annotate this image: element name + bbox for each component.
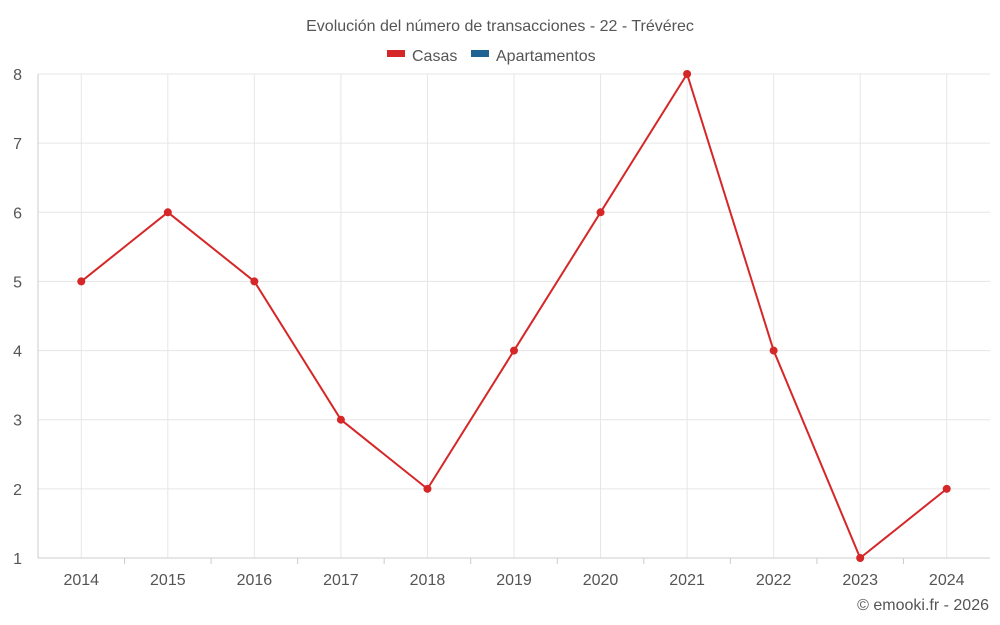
y-tick-label: 7 [13, 136, 22, 153]
legend-label-casas[interactable]: Casas [412, 48, 457, 65]
data-point-casas[interactable] [769, 346, 778, 355]
x-tick-label: 2016 [237, 572, 273, 589]
legend-swatch-casas [387, 50, 405, 57]
x-tick-label: 2021 [669, 572, 705, 589]
legend: Casas Apartamentos [387, 48, 596, 65]
y-tick-label: 6 [13, 205, 22, 222]
x-tick-label: 2022 [756, 572, 792, 589]
data-point-casas[interactable] [163, 208, 172, 217]
x-tick-label: 2017 [323, 572, 359, 589]
legend-label-apartamentos[interactable]: Apartamentos [496, 48, 596, 65]
y-tick-label: 5 [13, 274, 22, 291]
x-tick-labels: 2014 2015 2016 2017 2018 2019 2020 2021 2022 2023… [63, 572, 964, 589]
data-point-casas[interactable] [510, 346, 518, 355]
axes [37, 74, 990, 564]
data-point-casas[interactable] [856, 554, 865, 562]
data-point-casas[interactable] [683, 70, 692, 78]
data-point-casas[interactable] [423, 484, 432, 493]
series [77, 70, 951, 562]
y-tick-label: 8 [13, 67, 22, 84]
x-tick-label: 2014 [63, 572, 99, 589]
data-point-casas[interactable] [942, 484, 951, 493]
x-tick-label: 2015 [150, 572, 186, 589]
chart-title: Evolución del número de transacciones - … [306, 18, 694, 35]
data-point-casas[interactable] [250, 277, 259, 286]
y-tick-labels: 1 2 3 4 5 6 7 8 [13, 67, 22, 568]
x-tick-label: 2020 [583, 572, 619, 589]
y-tick-label: 3 [13, 413, 22, 430]
data-point-casas[interactable] [596, 208, 605, 217]
grid [38, 73, 990, 558]
data-point-casas[interactable] [336, 415, 345, 424]
y-tick-label: 2 [13, 482, 22, 499]
y-tick-label: 1 [13, 551, 22, 568]
y-tick-label: 4 [13, 344, 22, 361]
data-point-casas[interactable] [77, 277, 86, 286]
credit-text: © emooki.fr - 2026 [857, 597, 989, 614]
x-tick-label: 2024 [929, 572, 965, 589]
x-tick-label: 2023 [842, 572, 878, 589]
legend-swatch-apartamentos [471, 50, 489, 57]
x-tick-label: 2018 [410, 572, 446, 589]
x-tick-label: 2019 [496, 572, 532, 589]
